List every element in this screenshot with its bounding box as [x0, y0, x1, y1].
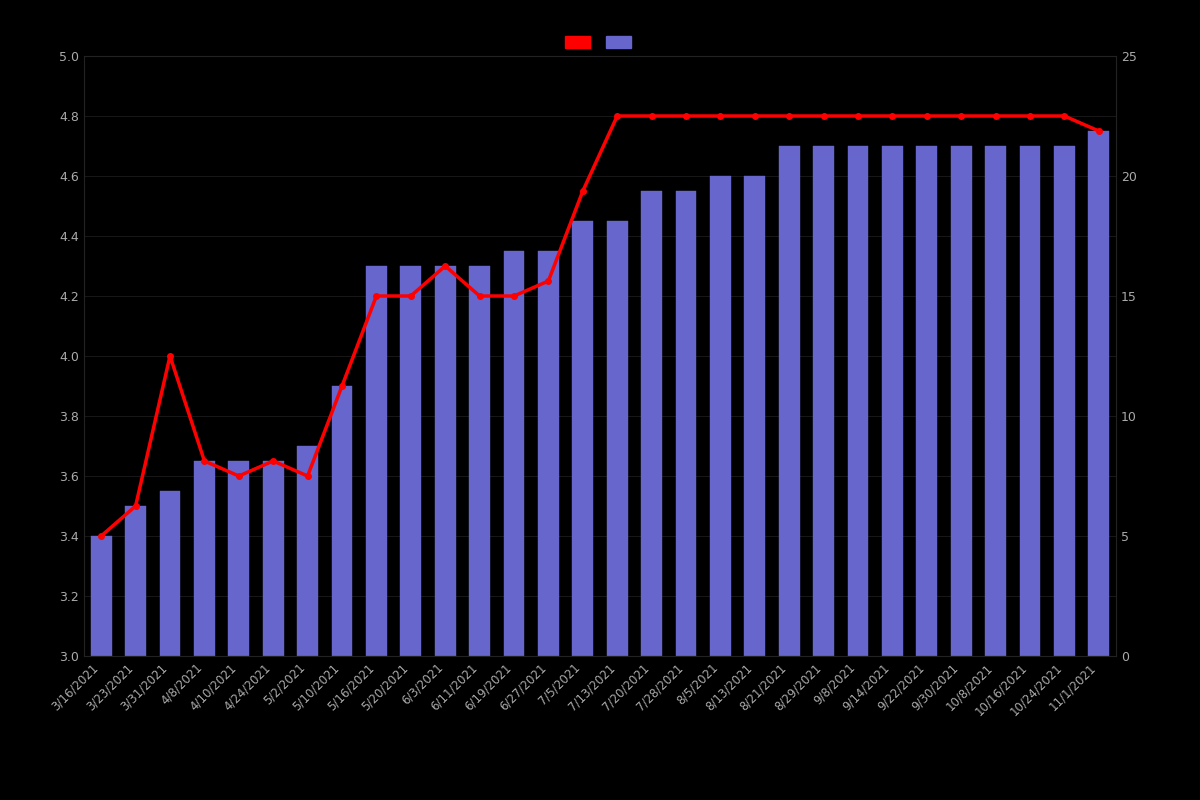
Bar [401, 266, 421, 656]
Bar [160, 491, 180, 656]
Bar [194, 461, 215, 656]
Bar [950, 146, 972, 656]
Bar [814, 146, 834, 656]
Bar [985, 146, 1006, 656]
Bar [1088, 131, 1109, 656]
Bar [917, 146, 937, 656]
Bar [538, 251, 559, 656]
Bar [676, 191, 696, 656]
Bar [572, 221, 593, 656]
Bar [469, 266, 490, 656]
Bar [641, 191, 662, 656]
Legend: , : , [559, 30, 641, 55]
Bar [882, 146, 902, 656]
Bar [298, 446, 318, 656]
Bar [263, 461, 283, 656]
Bar [779, 146, 799, 656]
Bar [1020, 146, 1040, 656]
Bar [744, 176, 766, 656]
Bar [434, 266, 456, 656]
Bar [125, 506, 146, 656]
Bar [1054, 146, 1075, 656]
Bar [710, 176, 731, 656]
Bar [366, 266, 386, 656]
Bar [228, 461, 250, 656]
Bar [504, 251, 524, 656]
Bar [331, 386, 353, 656]
Bar [607, 221, 628, 656]
Bar [847, 146, 869, 656]
Bar [91, 536, 112, 656]
